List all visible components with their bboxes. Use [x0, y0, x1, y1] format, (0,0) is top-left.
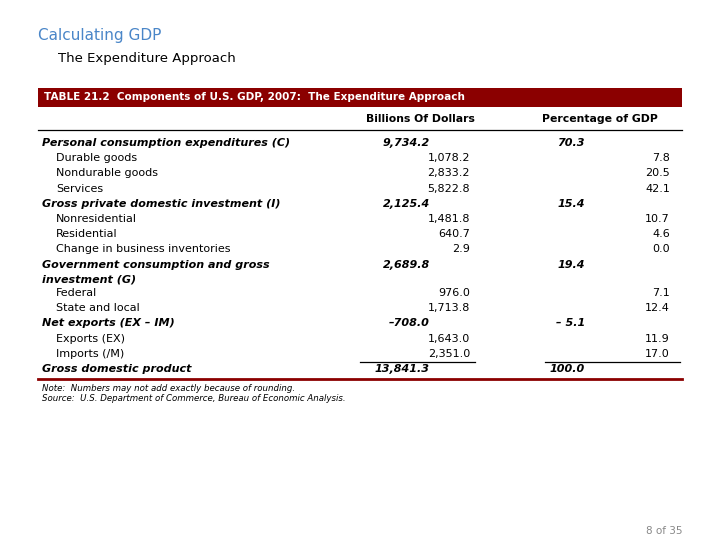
- Text: 7.1: 7.1: [652, 288, 670, 298]
- Text: 70.3: 70.3: [557, 138, 585, 148]
- Text: – 5.1: – 5.1: [556, 319, 585, 328]
- Text: Gross domestic product: Gross domestic product: [42, 364, 192, 374]
- Text: 1,481.8: 1,481.8: [428, 214, 470, 224]
- Text: 1,643.0: 1,643.0: [428, 334, 470, 343]
- Text: Calculating GDP: Calculating GDP: [38, 28, 161, 43]
- Text: Exports (EX): Exports (EX): [56, 334, 125, 343]
- Text: investment (G): investment (G): [42, 275, 136, 285]
- Text: 100.0: 100.0: [550, 364, 585, 374]
- Text: 19.4: 19.4: [557, 260, 585, 269]
- Text: Residential: Residential: [56, 229, 117, 239]
- Text: Durable goods: Durable goods: [56, 153, 137, 163]
- Text: 5,822.8: 5,822.8: [428, 184, 470, 194]
- Text: 15.4: 15.4: [557, 199, 585, 209]
- Text: Government consumption and gross: Government consumption and gross: [42, 260, 269, 269]
- Text: Net exports (EX – IM): Net exports (EX – IM): [42, 319, 175, 328]
- Text: 0.0: 0.0: [652, 245, 670, 254]
- Text: Nonresidential: Nonresidential: [56, 214, 137, 224]
- Text: 12.4: 12.4: [645, 303, 670, 313]
- Text: 10.7: 10.7: [645, 214, 670, 224]
- Text: 42.1: 42.1: [645, 184, 670, 194]
- Text: Note:  Numbers may not add exactly because of rounding.: Note: Numbers may not add exactly becaus…: [42, 384, 295, 393]
- Text: 20.5: 20.5: [645, 168, 670, 178]
- Text: 2,689.8: 2,689.8: [383, 260, 430, 269]
- Text: The Expenditure Approach: The Expenditure Approach: [58, 52, 235, 65]
- Text: Personal consumption expenditures (C): Personal consumption expenditures (C): [42, 138, 290, 148]
- Text: Billions Of Dollars: Billions Of Dollars: [366, 114, 474, 124]
- Text: Nondurable goods: Nondurable goods: [56, 168, 158, 178]
- Text: 7.8: 7.8: [652, 153, 670, 163]
- Text: 2,833.2: 2,833.2: [428, 168, 470, 178]
- Text: 2,125.4: 2,125.4: [383, 199, 430, 209]
- Text: TABLE 21.2  Components of U.S. GDP, 2007:  The Expenditure Approach: TABLE 21.2 Components of U.S. GDP, 2007:…: [44, 91, 465, 102]
- Text: Source:  U.S. Department of Commerce, Bureau of Economic Analysis.: Source: U.S. Department of Commerce, Bur…: [42, 394, 346, 403]
- Text: 8 of 35: 8 of 35: [646, 526, 682, 536]
- Text: 9,734.2: 9,734.2: [383, 138, 430, 148]
- Text: 1,078.2: 1,078.2: [428, 153, 470, 163]
- Text: Percentage of GDP: Percentage of GDP: [542, 114, 658, 124]
- Text: Change in business inventories: Change in business inventories: [56, 245, 230, 254]
- Text: 11.9: 11.9: [645, 334, 670, 343]
- Text: 4.6: 4.6: [652, 229, 670, 239]
- Text: Services: Services: [56, 184, 103, 194]
- Text: 976.0: 976.0: [438, 288, 470, 298]
- Text: Federal: Federal: [56, 288, 97, 298]
- Text: 2.9: 2.9: [452, 245, 470, 254]
- Text: 2,351.0: 2,351.0: [428, 349, 470, 359]
- Text: 640.7: 640.7: [438, 229, 470, 239]
- Text: –708.0: –708.0: [389, 319, 430, 328]
- Text: State and local: State and local: [56, 303, 140, 313]
- Text: Gross private domestic investment (I): Gross private domestic investment (I): [42, 199, 281, 209]
- Text: 13,841.3: 13,841.3: [375, 364, 430, 374]
- Text: 1,713.8: 1,713.8: [428, 303, 470, 313]
- Text: 17.0: 17.0: [645, 349, 670, 359]
- Bar: [38, 88, 682, 107]
- Text: Imports (/M): Imports (/M): [56, 349, 125, 359]
